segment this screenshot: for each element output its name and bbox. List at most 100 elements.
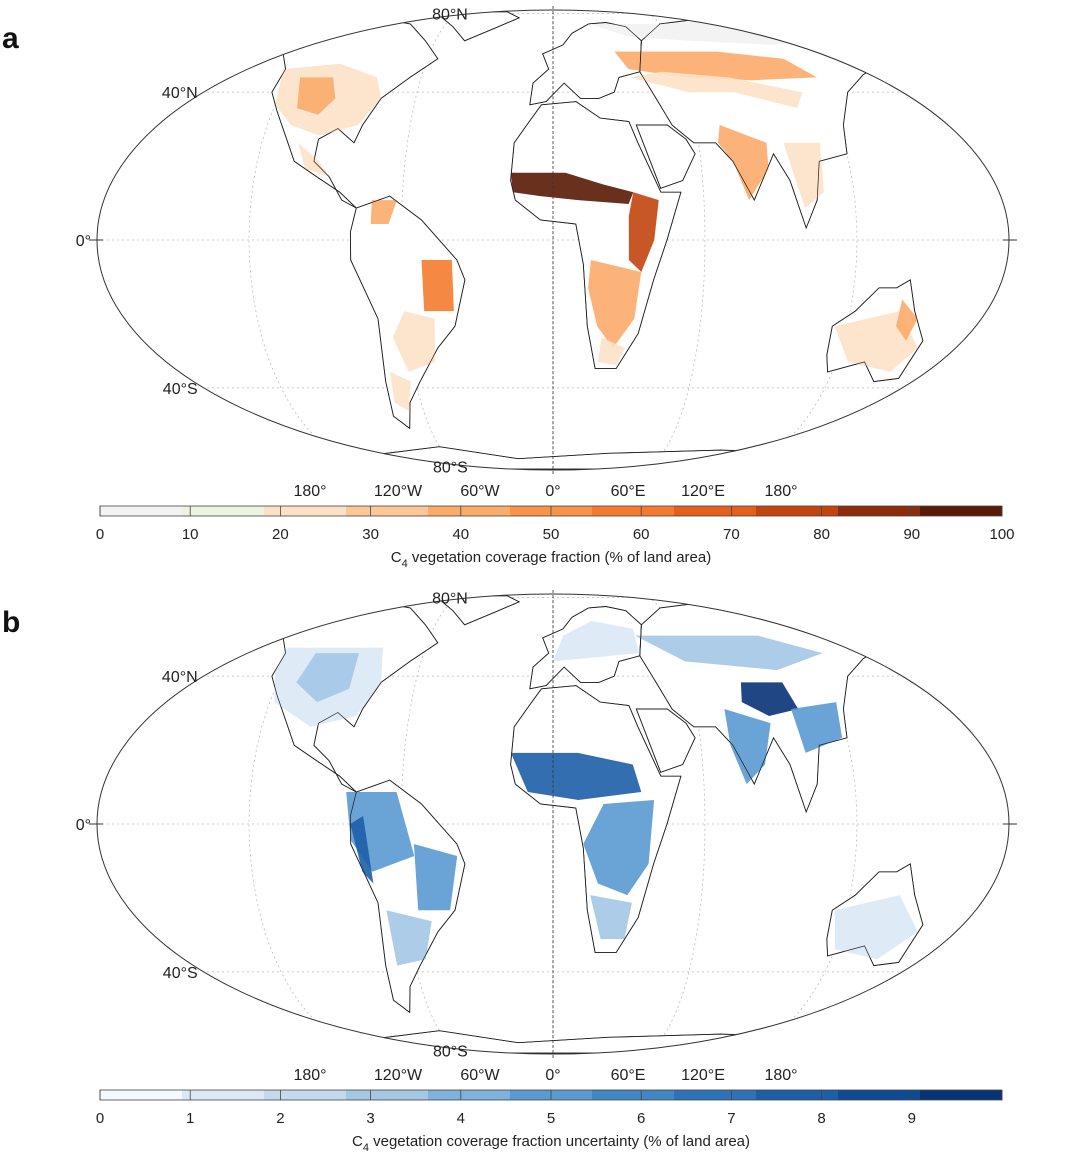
colorbar-segment (592, 506, 675, 516)
colorbar-title: C4 vegetation coverage fraction uncertai… (352, 1133, 750, 1154)
map-body (97, 594, 1009, 1054)
region-central-asia (630, 71, 803, 109)
colorbar-tick-label: 8 (817, 1110, 825, 1127)
lon-label: 120°E (681, 483, 725, 500)
lat-label: 40°N (162, 85, 198, 102)
region-sahel-uncert (510, 752, 642, 800)
map-panel-b: b 80°N 40°N 0° 40°S 80°S 180° 120°W 60°W 0° 60°E 1… (0, 584, 1080, 1164)
colorbar-tick-label: 40 (452, 526, 469, 543)
colorbar-tick-label: 90 (903, 526, 920, 543)
panel-letter-a: a (2, 22, 19, 55)
colorbar-tick-label: 70 (723, 526, 740, 543)
continent-antarctica (249, 1030, 868, 1054)
colorbar-tick-label: 50 (543, 526, 560, 543)
region-steppe-uncert (634, 635, 823, 671)
lon-label: 60°W (460, 1067, 500, 1084)
lat-label: 0° (76, 817, 91, 834)
region-australia-uncert (834, 895, 918, 960)
colorbar-tick-label: 10 (182, 526, 199, 543)
region-mexico (298, 142, 329, 177)
outline-south-america (350, 779, 466, 1014)
region-east-africa (628, 192, 659, 272)
region-tibet (740, 682, 799, 716)
lat-label: 80°S (433, 1044, 468, 1061)
colorbar-tick-label: 1 (186, 1110, 194, 1127)
outline-europe (529, 606, 642, 690)
colorbar-segment (100, 506, 183, 516)
lon-label: 120°W (374, 483, 423, 500)
region-queensland (896, 299, 918, 341)
colorbar-segment (428, 506, 511, 516)
outline-europe (529, 22, 642, 106)
outline-north-america (233, 603, 439, 793)
lon-label: 120°E (681, 1067, 725, 1084)
colorbar-tick-label: 100 (989, 526, 1014, 543)
colorbar-segment (100, 1090, 183, 1100)
lat-label: 40°S (163, 965, 198, 982)
region-cape (597, 337, 625, 366)
colorbar-segment (838, 506, 921, 516)
region-south-brazil (392, 311, 435, 372)
lon-label: 0° (545, 1067, 560, 1084)
lon-label: 180° (764, 1067, 797, 1084)
colorbar-segment (838, 1090, 921, 1100)
colorbar-segment (346, 506, 429, 516)
colorbar-tick-label: 0 (96, 1110, 104, 1127)
lat-label: 0° (76, 233, 91, 250)
continent-antarctica (249, 446, 868, 470)
colorbar-tick-label: 9 (908, 1110, 916, 1127)
colorbar-segment (264, 1090, 347, 1100)
region-china-uncert (791, 702, 843, 753)
region-great-plains (297, 77, 336, 115)
colorbar-segment (264, 506, 347, 516)
region-central-africa (583, 800, 655, 896)
region-andes (350, 816, 374, 884)
lon-label: 180° (293, 483, 326, 500)
region-brazil-uncert (413, 844, 458, 911)
colorbar-segment (756, 1090, 839, 1100)
region-se-asia (783, 142, 824, 208)
region-llanos (370, 200, 397, 224)
region-sa-south (386, 910, 432, 966)
colorbar-tick-label: 5 (547, 1110, 555, 1127)
region-cerrado (421, 260, 454, 312)
outline-arabia (635, 708, 696, 773)
colorbar-tick-label: 7 (727, 1110, 735, 1127)
outline-arabia (635, 124, 696, 189)
lon-label: 0° (545, 483, 560, 500)
colorbar-segment (182, 506, 265, 516)
lon-label: 180° (764, 483, 797, 500)
colorbar-segment (756, 506, 839, 516)
lon-label: 60°E (611, 483, 646, 500)
region-nz-uncert (920, 965, 961, 990)
outline-australia (826, 279, 924, 382)
colorbar-segment (674, 506, 757, 516)
outline-australia (826, 863, 924, 966)
region-plains-uncert (296, 653, 359, 703)
colorbar-title: C4 vegetation coverage fraction (% of la… (391, 549, 711, 570)
lat-label: 80°N (432, 590, 468, 607)
map-panel-a: a 80°N 40°N 0° 40°S 80°S 180° 120°W 60°W 0° 60°E 1… (0, 0, 1080, 580)
colorbar-segment (182, 1090, 265, 1100)
region-patagonia (390, 371, 411, 411)
colorbar-segment (920, 506, 1003, 516)
lat-label: 80°N (432, 6, 468, 23)
colorbar-tick-label: 30 (362, 526, 379, 543)
colorbar-tick-label: 4 (457, 1110, 465, 1127)
lat-label: 40°S (163, 381, 198, 398)
outline-north-america (233, 19, 439, 209)
lon-label: 60°W (460, 483, 500, 500)
colorbar-segment (428, 1090, 511, 1100)
colorbar-tick-label: 80 (813, 526, 830, 543)
colorbar-tick-label: 0 (96, 526, 104, 543)
lat-label: 80°S (433, 460, 468, 477)
lon-label: 120°W (374, 1067, 423, 1084)
colorbar-tick-label: 60 (633, 526, 650, 543)
panel-letter-b: b (2, 606, 21, 639)
region-india (718, 125, 769, 201)
lon-label: 180° (293, 1067, 326, 1084)
region-europe-uncert (553, 620, 640, 662)
colorbar-segment (346, 1090, 429, 1100)
region-s-africa-uncert (590, 895, 632, 939)
colorbar-segment (920, 1090, 1003, 1100)
